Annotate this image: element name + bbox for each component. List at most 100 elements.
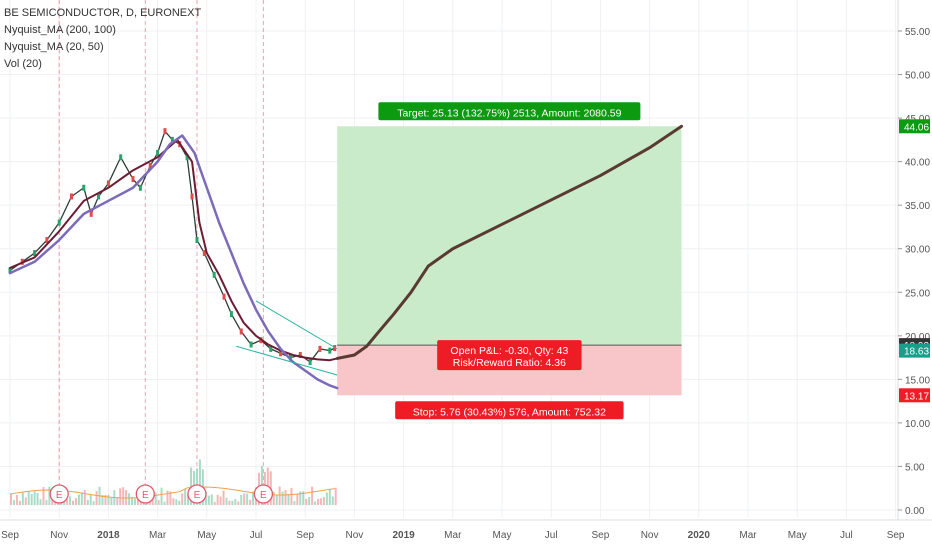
target-label: Target: 25.13 (132.75%) 2513, Amount: 20… (397, 107, 621, 119)
volume-bar (252, 491, 255, 505)
volume-bar (219, 496, 222, 505)
volume-bar (119, 488, 122, 505)
price-candle (138, 184, 142, 191)
stop-label-background (395, 401, 624, 420)
time-tick-label: May (788, 530, 807, 541)
volume-bar (71, 500, 74, 505)
volume-bar (116, 497, 119, 505)
volume-bar (278, 486, 281, 505)
ma-fast-line (9, 138, 339, 362)
legend-volume[interactable]: Vol (20) (4, 58, 42, 70)
price-tick-label: 0.00 (905, 506, 925, 517)
volume-bar (334, 487, 337, 505)
open-pl-label-background (437, 340, 582, 371)
price-tick-label: 5.00 (905, 462, 925, 473)
volume-bar (308, 496, 311, 505)
volume-bar (133, 498, 136, 505)
price-candle (333, 345, 337, 352)
volume-bar (107, 494, 110, 505)
time-tick-label: Nov (641, 530, 659, 541)
volume-bar (172, 498, 175, 505)
volume-bar (317, 499, 320, 505)
price-candle (202, 250, 206, 257)
volume-bar (305, 498, 308, 505)
legend-ma-slow[interactable]: Nyquist_MA (200, 100) (4, 24, 116, 36)
volume-bar (325, 492, 328, 505)
time-tick-label: Mar (444, 530, 462, 541)
price-candle (89, 210, 93, 217)
price-candle (131, 176, 135, 183)
volume-bar (89, 494, 92, 505)
volume-bar (184, 488, 187, 505)
time-axis[interactable]: Sep Nov 2018 Mar May Jul Sep Nov 2019 Mar May Jul Se… (0, 519, 932, 550)
volume-bar (21, 492, 24, 505)
projection-line (335, 124, 684, 360)
time-tick-label: Sep (887, 530, 905, 541)
price-axis[interactable]: 0.00 5.00 10.00 15.00 20.00 25.00 30.00 35.00 40… (897, 0, 932, 550)
price-candle (308, 358, 312, 365)
position-labels: Target: 25.13 (132.75%) 2513, Amount: 20… (378, 102, 641, 420)
ma-slow-line (8, 134, 339, 390)
time-tick-label: Mar (149, 530, 167, 541)
volume-bar (122, 487, 125, 505)
earnings-marker[interactable]: E (49, 484, 69, 504)
target-label-background (378, 102, 641, 121)
volume-bar (66, 499, 69, 505)
volume-bar (246, 493, 249, 505)
price-candle (195, 237, 199, 244)
volume-bar (296, 494, 299, 505)
earnings-marker[interactable]: E (253, 484, 274, 504)
price-candle (119, 154, 123, 161)
price-candle (190, 193, 194, 200)
time-tick-label: Nov (346, 530, 364, 541)
price-candle (148, 162, 152, 169)
volume-bar (210, 494, 213, 505)
price-candle (57, 219, 61, 226)
volume-bar (240, 494, 243, 505)
legend-ma-fast[interactable]: Nyquist_MA (20, 50) (4, 41, 104, 53)
price-tick-label: 15.00 (905, 375, 930, 386)
earnings-marker[interactable]: E (187, 484, 207, 504)
price-candle (170, 136, 174, 143)
time-tick-label: Nov (50, 530, 68, 541)
legend: BE SEMICONDUCTOR, D, EURONEXT Nyquist_MA… (4, 5, 201, 73)
earnings-circle (135, 484, 155, 504)
volume-bar (166, 490, 169, 505)
volume-bar (175, 499, 178, 505)
volume-bar (30, 494, 33, 505)
price-tick-label: 20.00 (905, 332, 930, 343)
volume-bar (234, 499, 237, 505)
volume-bar (45, 500, 48, 505)
price-candle (318, 345, 322, 352)
earnings-letter: E (194, 490, 201, 501)
price-tag-label: 44.06 (904, 122, 929, 133)
price-tag-background (899, 343, 930, 358)
trend-line (255, 300, 338, 350)
volume-bar (27, 491, 30, 505)
earnings-letter: E (260, 490, 267, 501)
price-candle (328, 347, 332, 354)
time-tick-label: Sep (296, 530, 314, 541)
time-tick-label: Jul (250, 530, 263, 541)
volume-bar (243, 493, 246, 505)
price-candle (239, 328, 243, 335)
price-candle (269, 345, 273, 352)
earnings-event-lines (58, 0, 264, 505)
volume-bar (207, 495, 210, 505)
price-axis-background (898, 0, 932, 550)
volume-bar (319, 498, 322, 505)
volume-bar (231, 500, 234, 505)
volume-bar (24, 497, 27, 505)
earnings-marker[interactable]: E (135, 484, 155, 504)
price-tick-label: 50.00 (905, 71, 930, 82)
time-tick-label: Mar (739, 530, 757, 541)
volume-bar (83, 489, 86, 505)
volume-bar (128, 493, 131, 505)
chart-title[interactable]: BE SEMICONDUCTOR, D, EURONEXT (4, 7, 202, 19)
time-tick-label: Sep (1, 530, 19, 541)
volume-bar (104, 494, 107, 505)
volume-bar (48, 486, 51, 505)
volume-bar (302, 491, 305, 505)
